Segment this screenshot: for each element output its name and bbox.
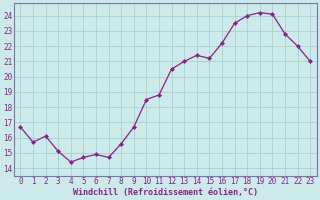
X-axis label: Windchill (Refroidissement éolien,°C): Windchill (Refroidissement éolien,°C) <box>73 188 258 197</box>
